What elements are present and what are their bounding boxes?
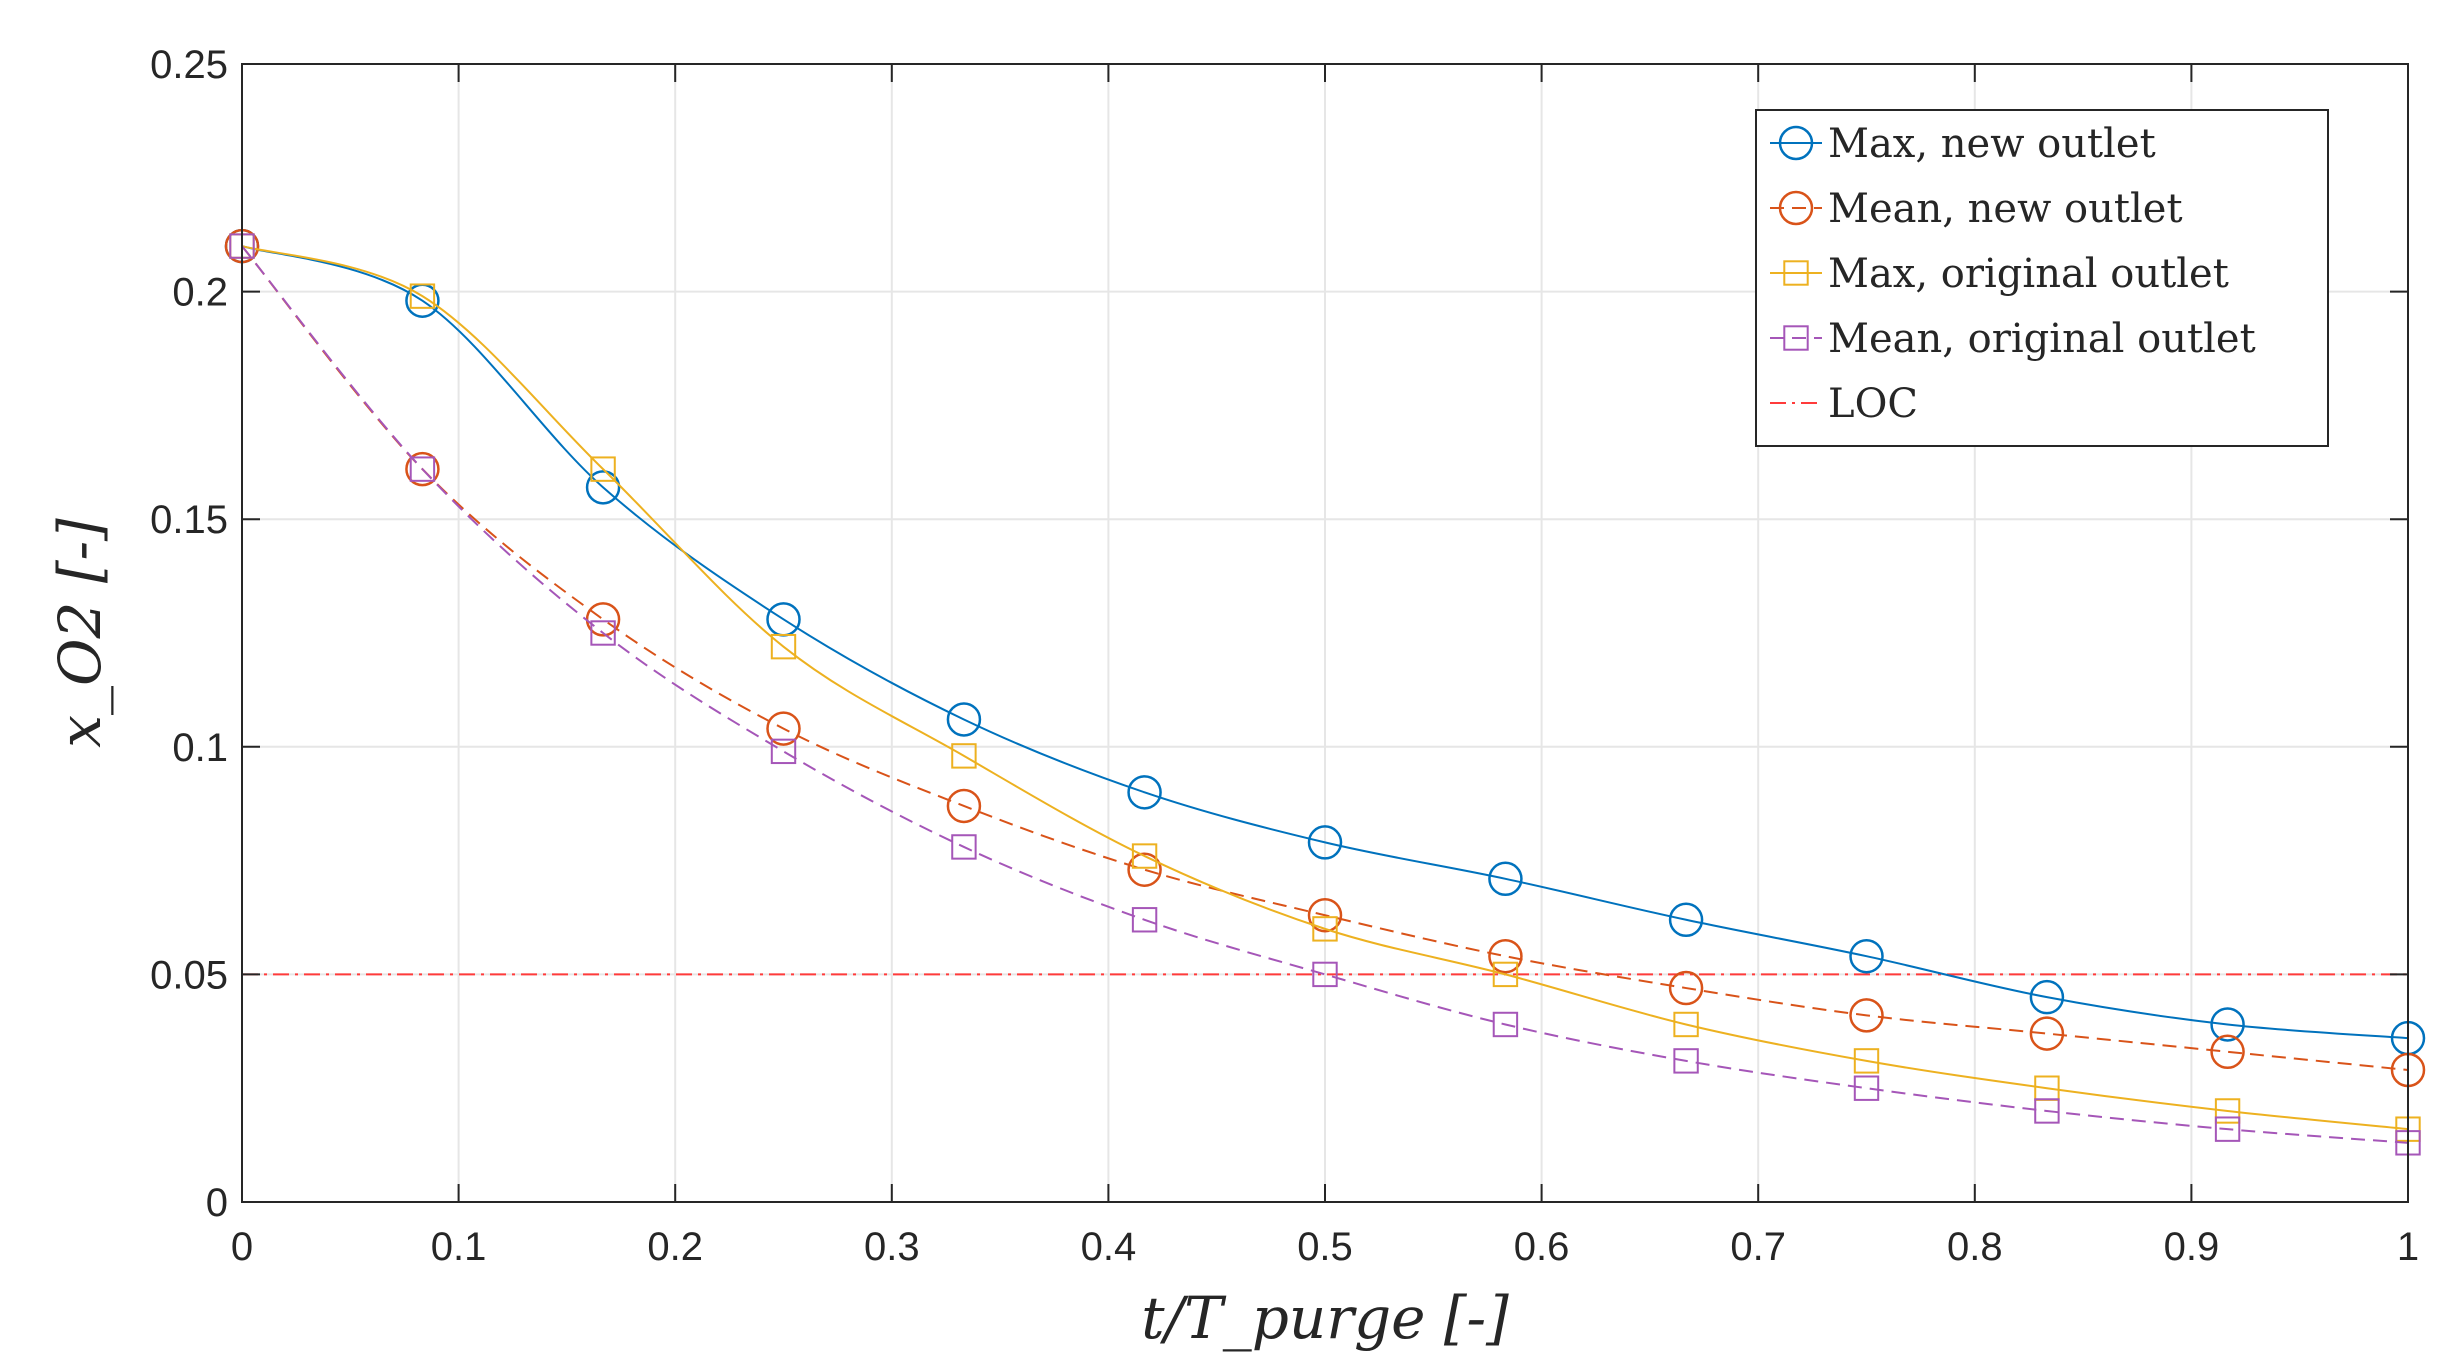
data-point <box>946 702 982 737</box>
data-point <box>1127 852 1162 887</box>
y-axis-label: x_O2 [-] <box>46 518 114 748</box>
legend-label: Max, original outlet <box>1828 251 2229 297</box>
series-line <box>241 245 2409 1071</box>
x-tick-label: 0.5 <box>1297 1225 1353 1269</box>
data-point <box>1127 775 1162 810</box>
data-point <box>1312 961 1338 988</box>
data-point <box>1488 861 1523 897</box>
data-point <box>1488 938 1523 974</box>
data-point <box>1849 938 1884 974</box>
data-point <box>1668 970 1704 1006</box>
data-point <box>1849 998 1884 1033</box>
data-point <box>1492 961 1519 988</box>
y-tick-label: 0.05 <box>150 953 228 997</box>
x-axis-ticks: 0 0.1 0.2 0.3 0.4 0.5 0.6 0.7 0.8 0.9 1 <box>231 64 2419 1269</box>
data-point <box>1131 907 1158 933</box>
data-point <box>770 738 797 765</box>
legend-label: LOC <box>1828 381 1918 427</box>
x-tick-label: 0.3 <box>864 1225 920 1269</box>
data-point <box>951 834 977 860</box>
legend-box <box>1755 109 2329 447</box>
legend-marker <box>1783 260 1809 286</box>
data-point <box>585 470 621 505</box>
x-tick-label: 0.1 <box>431 1225 487 1269</box>
x-tick-label: 0.2 <box>647 1225 703 1269</box>
data-point <box>770 633 797 660</box>
data-point <box>590 620 616 646</box>
y-axis-ticks: 0 0.05 0.1 0.15 0.2 0.25 <box>150 43 2408 1225</box>
data-point <box>1492 1011 1519 1038</box>
x-tick-label: 0.6 <box>1514 1225 1570 1269</box>
legend-marker <box>1783 325 1809 351</box>
data-point <box>2029 1016 2065 1051</box>
data-point <box>2214 1116 2241 1142</box>
series-line <box>241 245 2409 1144</box>
x-tick-label: 0.9 <box>2164 1225 2220 1269</box>
data-point <box>1307 897 1343 933</box>
legend-marker <box>1778 125 1814 161</box>
x-tick-label: 0.8 <box>1947 1225 2003 1269</box>
y-tick-label: 0 <box>206 1181 228 1225</box>
data-point <box>1307 825 1343 860</box>
x-tick-label: 1 <box>2397 1225 2419 1269</box>
data-point <box>1131 843 1158 869</box>
data-point <box>951 743 977 769</box>
data-point <box>590 456 616 482</box>
series-line <box>241 245 2409 1131</box>
legend-label: Mean, original outlet <box>1828 316 2256 362</box>
x-tick-label: 0.4 <box>1081 1225 1137 1269</box>
data-point <box>946 788 982 824</box>
data-point <box>1853 1075 1880 1101</box>
x-tick-label: 0.7 <box>1730 1225 1786 1269</box>
data-point <box>2210 1007 2245 1042</box>
y-tick-label: 0.15 <box>150 498 228 542</box>
data-point <box>2214 1098 2241 1124</box>
data-point <box>1668 902 1704 938</box>
data-point <box>409 456 436 482</box>
legend-label: Mean, new outlet <box>1828 186 2183 232</box>
data-point <box>405 451 440 487</box>
y-tick-label: 0.1 <box>172 726 228 770</box>
legend-label: Max, new outlet <box>1828 121 2156 167</box>
x-axis-label: t/T_purge [-] <box>1141 1284 1509 1352</box>
data-point <box>2029 979 2065 1015</box>
data-point <box>766 711 801 746</box>
y-tick-label: 0.2 <box>172 271 228 315</box>
data-point <box>1673 1011 1699 1038</box>
data-point <box>1673 1048 1699 1074</box>
x-tick-label: 0 <box>231 1225 253 1269</box>
data-point <box>1853 1048 1880 1074</box>
legend: Max, new outlet Mean, new outlet Max, orig… <box>1755 109 2329 447</box>
legend-marker <box>1778 190 1814 226</box>
data-point <box>409 283 436 309</box>
data-point <box>2210 1034 2245 1070</box>
data-point <box>1312 916 1338 942</box>
y-tick-label: 0.25 <box>150 43 228 87</box>
data-point <box>2034 1098 2060 1124</box>
